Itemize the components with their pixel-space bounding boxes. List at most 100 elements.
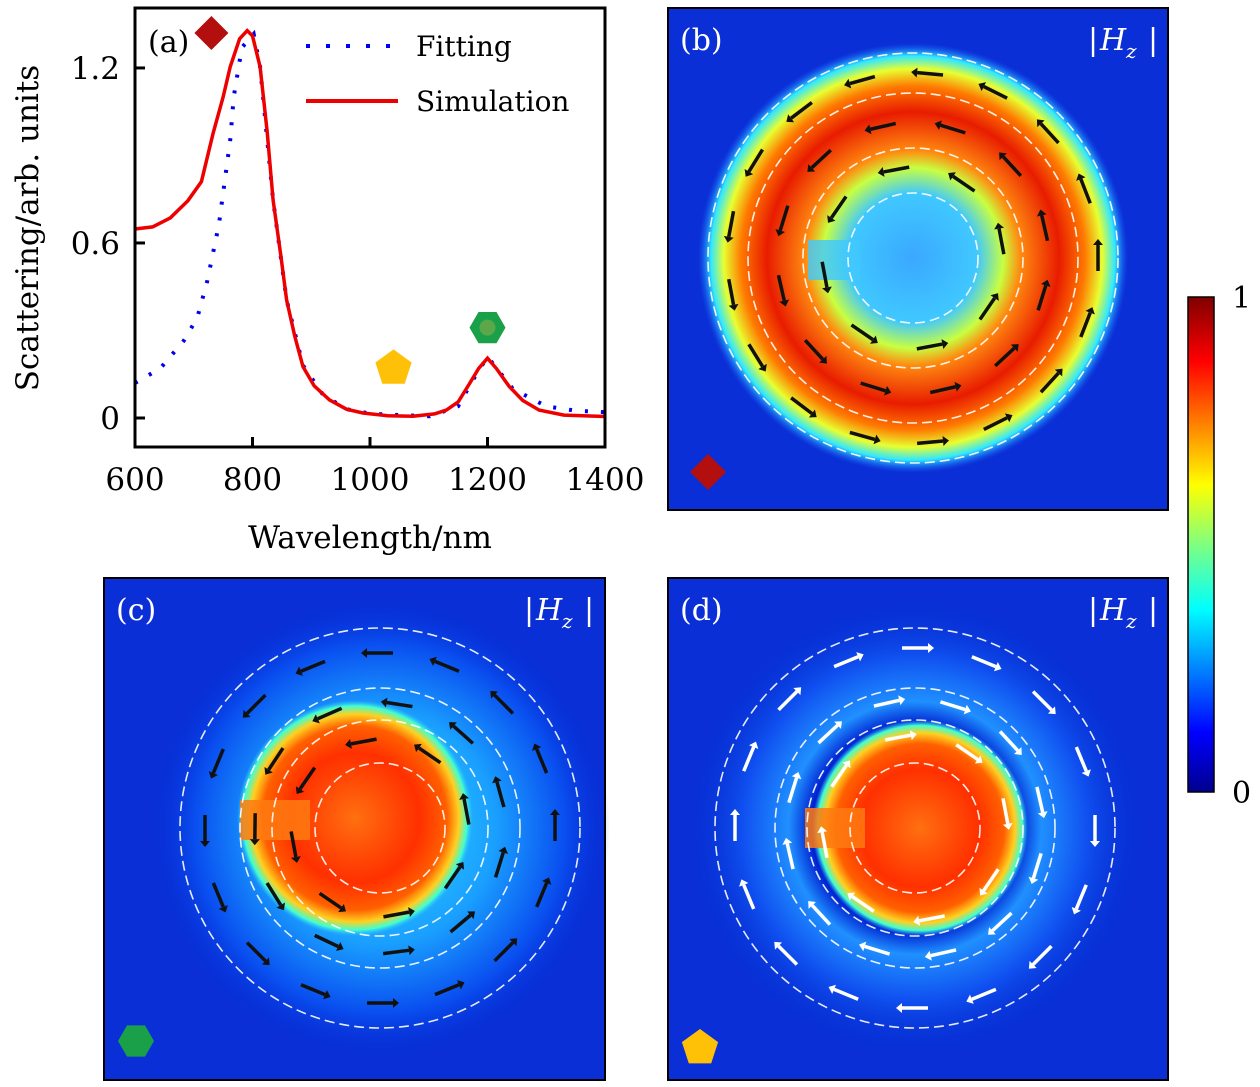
arrowhead-icon bbox=[744, 169, 754, 177]
field-vector-arrow bbox=[817, 723, 839, 745]
field-vector-arrow bbox=[790, 101, 813, 120]
field-vector-arrow bbox=[747, 343, 765, 368]
field-vector-arrow bbox=[267, 747, 285, 771]
arrowhead-icon bbox=[758, 363, 767, 372]
series-simulation-line bbox=[134, 28, 606, 419]
field-vector-arrow bbox=[983, 416, 1008, 431]
legend-simulation-label: Simulation bbox=[416, 85, 569, 118]
field-vector-arrow bbox=[317, 706, 343, 721]
hz-label-d: | H z | bbox=[1088, 593, 1158, 633]
arrowhead-icon bbox=[775, 229, 785, 237]
resonator-ring-outline bbox=[847, 192, 979, 324]
field-vector-arrow bbox=[971, 655, 997, 669]
arrowhead-icon bbox=[295, 666, 303, 676]
field-vector-arrow bbox=[849, 74, 876, 86]
arrowhead-icon bbox=[948, 172, 956, 181]
field-vector-arrow bbox=[462, 798, 471, 825]
arrowhead-icon bbox=[909, 730, 917, 741]
svg-text:z: z bbox=[1125, 39, 1137, 63]
field-vector-arrow bbox=[939, 700, 966, 712]
field-vector-arrow bbox=[820, 831, 829, 859]
resonator-ring-outline bbox=[802, 147, 1024, 369]
field-vector-arrow bbox=[1074, 884, 1088, 910]
svg-text:|: | bbox=[1148, 593, 1158, 628]
arrowhead-icon bbox=[1036, 209, 1047, 217]
arrowhead-icon bbox=[828, 984, 837, 994]
colorbar-min-label: 0 bbox=[1232, 776, 1251, 811]
arrowhead-icon bbox=[1093, 239, 1103, 245]
svg-text:z: z bbox=[561, 609, 573, 633]
field-vector-arrow bbox=[777, 690, 799, 712]
field-vector-arrow bbox=[930, 948, 957, 958]
field-vector-arrow bbox=[386, 700, 413, 709]
field-vector-arrow bbox=[1031, 690, 1053, 712]
field-vector-arrow bbox=[918, 914, 946, 923]
field-vector-arrow bbox=[1039, 371, 1060, 394]
arrowhead-icon bbox=[779, 299, 790, 307]
arrowhead-icon bbox=[492, 776, 502, 784]
svg-text:|: | bbox=[1148, 23, 1158, 58]
field-vector-arrow bbox=[747, 148, 765, 173]
arrowhead-icon bbox=[782, 837, 793, 845]
svg-text:H: H bbox=[1099, 23, 1127, 58]
arrowhead-icon bbox=[974, 755, 983, 764]
arrowhead-icon bbox=[457, 980, 465, 990]
arrowhead-icon bbox=[393, 998, 399, 1008]
field-vector-arrow bbox=[916, 439, 944, 446]
arrowhead-icon bbox=[361, 648, 367, 658]
field-vector-arrow bbox=[971, 987, 997, 1001]
field-vector-arrow bbox=[289, 831, 298, 858]
panel-a-line-chart: 600 800 1000 1200 1400 0 0.6 1.2 (a) Fitting Si… bbox=[10, 6, 644, 556]
svg-text:H: H bbox=[535, 593, 563, 628]
arrowhead-icon bbox=[834, 721, 842, 729]
resonator-ring-outline bbox=[179, 627, 581, 1029]
arrowhead-icon bbox=[988, 927, 996, 935]
plot-frame bbox=[133, 6, 607, 449]
arrowhead-icon bbox=[1028, 960, 1037, 969]
field-vector-arrow bbox=[727, 210, 736, 238]
arrowhead-icon bbox=[808, 901, 816, 909]
panel-label-d: (d) bbox=[680, 593, 723, 628]
field-vector-arrow bbox=[829, 195, 848, 219]
arrowhead-icon bbox=[856, 652, 864, 662]
arrowhead-icon bbox=[429, 656, 437, 666]
field-vector-arrow bbox=[434, 983, 460, 997]
arrowhead-icon bbox=[345, 738, 352, 749]
arrowhead-icon bbox=[994, 222, 1004, 230]
arrowhead-icon bbox=[261, 957, 270, 966]
arrowhead-icon bbox=[408, 945, 415, 956]
field-vector-arrow bbox=[493, 693, 515, 715]
arrowhead-icon bbox=[822, 286, 832, 294]
slit-region bbox=[240, 800, 310, 840]
field-vector-arrow bbox=[1031, 944, 1053, 966]
arrowhead-icon bbox=[924, 950, 932, 961]
field-vector-arrow bbox=[495, 781, 506, 808]
hexagon-center bbox=[479, 319, 496, 336]
field-vector-arrow bbox=[1074, 746, 1088, 772]
field-vector-arrow bbox=[851, 895, 875, 913]
x-tick-label: 1000 bbox=[331, 462, 410, 498]
field-vector-arrow bbox=[810, 904, 832, 926]
field-vector-arrow bbox=[849, 430, 876, 442]
arrowhead-icon bbox=[276, 902, 285, 911]
arrowhead-icon bbox=[990, 293, 999, 301]
arrowhead-icon bbox=[859, 941, 867, 952]
arrowhead-icon bbox=[242, 709, 251, 718]
arrowhead-icon bbox=[993, 662, 1002, 672]
field-vector-arrow bbox=[983, 85, 1008, 100]
slit-region bbox=[805, 808, 865, 848]
legend: Fitting Simulation bbox=[306, 30, 569, 118]
arrowhead-icon bbox=[509, 938, 518, 947]
arrowhead-icon bbox=[414, 743, 422, 753]
arrowhead-icon bbox=[884, 386, 892, 396]
x-axis-label: Wavelength/nm bbox=[248, 520, 492, 556]
arrowhead-icon bbox=[449, 722, 457, 730]
field-vector-arrow bbox=[998, 730, 1020, 752]
field-vector-arrow bbox=[382, 948, 410, 956]
field-vector-arrow bbox=[955, 743, 979, 761]
arrowhead-icon bbox=[786, 114, 795, 123]
field-vector-arrow bbox=[929, 385, 956, 395]
arrowhead-icon bbox=[408, 907, 415, 918]
arrowhead-icon bbox=[808, 409, 817, 418]
field-vector-arrow bbox=[1079, 312, 1092, 338]
